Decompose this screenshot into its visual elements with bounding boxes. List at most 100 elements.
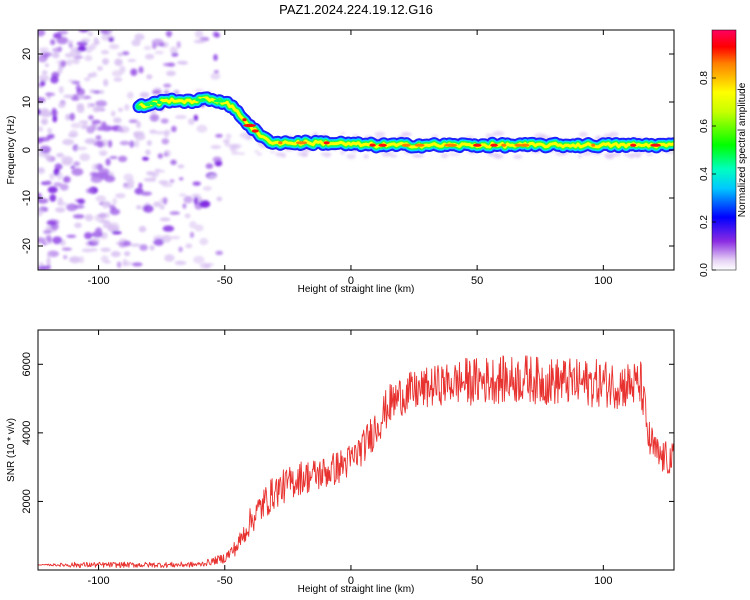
noise-blob bbox=[76, 103, 85, 109]
colorbar-ticks: 0.0 0.2 0.4 0.6 0.8 bbox=[699, 71, 716, 277]
snr-ticks: -100 -50 0 50 100 2000 4000 6000 bbox=[21, 330, 674, 587]
noise-blob bbox=[65, 54, 76, 58]
noise-blob bbox=[134, 133, 146, 141]
noise-blob bbox=[126, 91, 134, 99]
noise-blob bbox=[119, 140, 130, 146]
noise-blob bbox=[169, 179, 175, 183]
noise-blob bbox=[402, 133, 413, 137]
noise-blob bbox=[95, 100, 107, 107]
noise-blob bbox=[492, 130, 505, 137]
noise-blob bbox=[90, 175, 103, 183]
noise-blob bbox=[88, 115, 94, 120]
noise-blob bbox=[122, 183, 135, 189]
noise-blob bbox=[79, 256, 85, 264]
noise-blob bbox=[162, 225, 175, 232]
noise-blob bbox=[91, 172, 100, 177]
noise-blob bbox=[138, 66, 144, 74]
noise-blob bbox=[142, 156, 149, 161]
noise-blob bbox=[169, 211, 181, 215]
noise-blob bbox=[254, 150, 260, 153]
noise-blob bbox=[90, 123, 99, 130]
noise-blob bbox=[62, 176, 71, 183]
noise-blob bbox=[170, 236, 181, 240]
ridge-peak bbox=[514, 143, 522, 147]
noise-blob bbox=[130, 68, 138, 76]
noise-blob bbox=[627, 153, 635, 159]
noise-blob bbox=[68, 79, 76, 83]
noise-blob bbox=[194, 224, 204, 232]
noise-blob bbox=[38, 126, 44, 132]
noise-blob bbox=[167, 62, 176, 67]
ridge-peak bbox=[630, 143, 637, 147]
noise-blob bbox=[192, 181, 201, 186]
ridge-peak bbox=[144, 103, 151, 107]
noise-blob bbox=[74, 199, 84, 202]
noise-blob bbox=[47, 186, 58, 194]
ridge-peak bbox=[213, 99, 227, 103]
ridge-peak bbox=[242, 118, 247, 122]
noise-blob bbox=[163, 152, 168, 157]
noise-blob bbox=[184, 213, 191, 219]
noise-blob bbox=[346, 153, 357, 160]
noise-blob bbox=[76, 146, 88, 151]
colorbar: 0.0 0.2 0.4 0.6 0.8 Normalized spectral ampl… bbox=[699, 29, 748, 277]
y-tick-label: 20 bbox=[21, 48, 33, 60]
noise-blob bbox=[111, 231, 122, 235]
noise-blob bbox=[46, 220, 57, 226]
noise-blob bbox=[194, 30, 204, 38]
x-tick-label: -50 bbox=[217, 275, 233, 287]
noise-blob bbox=[100, 255, 109, 263]
noise-blob bbox=[213, 54, 218, 61]
noise-blob bbox=[412, 154, 425, 158]
ridge-peak bbox=[401, 143, 411, 147]
ridge-peak bbox=[295, 141, 308, 145]
ridge-peak bbox=[323, 141, 330, 145]
noise-blob bbox=[193, 114, 198, 121]
noise-blob bbox=[66, 40, 74, 45]
noise-blob bbox=[102, 58, 110, 65]
noise-blob bbox=[72, 214, 85, 219]
noise-blob bbox=[90, 103, 95, 107]
noise-blob bbox=[612, 152, 621, 157]
colorbar-gradient bbox=[712, 30, 736, 270]
noise-blob bbox=[79, 153, 91, 161]
noise-blob bbox=[154, 50, 164, 55]
noise-blob bbox=[45, 157, 52, 161]
noise-blob bbox=[109, 44, 120, 50]
noise-blob bbox=[38, 208, 44, 217]
noise-blob bbox=[205, 163, 214, 169]
noise-blob bbox=[108, 204, 116, 209]
noise-blob bbox=[139, 92, 150, 98]
noise-blob bbox=[38, 198, 49, 204]
noise-blob bbox=[231, 150, 239, 156]
noise-blob bbox=[236, 152, 246, 155]
spectrogram-x-label: Height of straight line (km) bbox=[298, 284, 415, 295]
x-tick-label: -100 bbox=[88, 275, 110, 287]
noise-blob bbox=[51, 107, 57, 116]
noise-blob bbox=[84, 232, 93, 240]
noise-blob bbox=[39, 262, 44, 266]
noise-blob bbox=[47, 127, 52, 134]
noise-blob bbox=[178, 246, 183, 253]
noise-blob bbox=[118, 126, 130, 133]
noise-blob bbox=[122, 240, 132, 247]
x-tick-label: 50 bbox=[471, 575, 483, 587]
noise-blob bbox=[52, 236, 63, 245]
noise-blob bbox=[38, 47, 50, 52]
noise-blob bbox=[495, 155, 501, 158]
noise-blob bbox=[60, 60, 67, 67]
noise-blob bbox=[374, 131, 386, 137]
noise-blob bbox=[38, 30, 46, 37]
noise-blob bbox=[101, 121, 107, 130]
noise-blob bbox=[132, 262, 143, 267]
noise-blob bbox=[440, 153, 449, 159]
noise-blob bbox=[109, 222, 120, 231]
noise-blob bbox=[189, 231, 195, 238]
noise-blob bbox=[46, 257, 51, 266]
y-tick-label: -10 bbox=[21, 190, 33, 206]
noise-blob bbox=[102, 201, 111, 206]
noise-blob bbox=[118, 107, 123, 112]
noise-blob bbox=[212, 31, 219, 38]
x-tick-label: 0 bbox=[348, 575, 354, 587]
noise-blob bbox=[151, 38, 164, 46]
